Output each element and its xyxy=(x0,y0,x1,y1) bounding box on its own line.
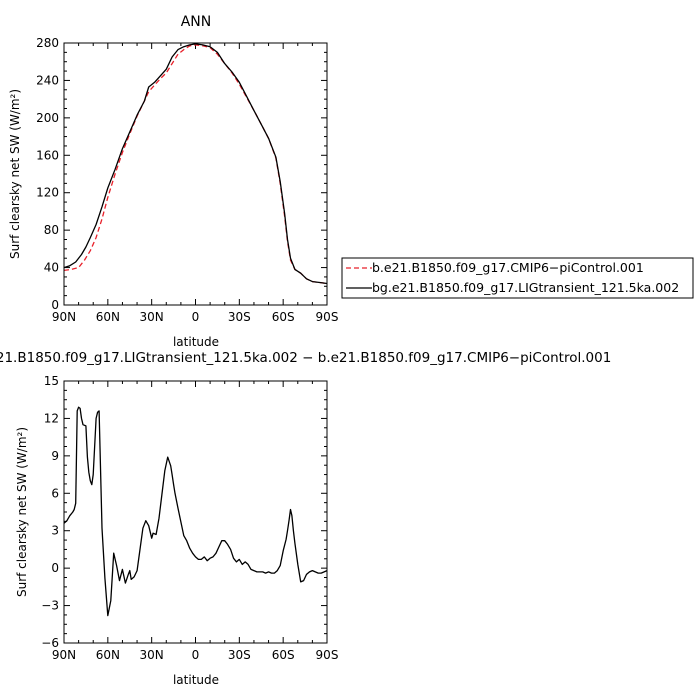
bottom-y-tick-label: −6 xyxy=(41,636,59,650)
top-y-tick-label: 120 xyxy=(36,186,59,200)
top-plot-frame xyxy=(63,42,328,306)
bottom-y-tick-label: 9 xyxy=(51,449,59,463)
bottom-y-tick-label: 0 xyxy=(51,561,59,575)
bottom-x-tick-label: 90S xyxy=(316,648,339,662)
bottom-y-tick-label: 3 xyxy=(51,524,59,538)
bottom-plot-area: 90N 60N 30N 0 30S 60S 90S −6 −3 0 3 6 9 12 15 xyxy=(41,374,338,662)
bottom-x-tick-label: 30N xyxy=(140,648,164,662)
bottom-series-line-0 xyxy=(63,406,328,617)
top-x-tick-label: 90N xyxy=(52,310,76,324)
bottom-x-tick-label: 60S xyxy=(272,648,295,662)
top-y-axis-label: Surf clearsky net SW (W/m²) xyxy=(8,89,22,259)
top-x-tick-label: 90S xyxy=(316,310,339,324)
legend-label-ligtransient: bg.e21.B1850.f09_g17.LIGtransient_121.5k… xyxy=(372,280,679,295)
top-panel: ANN 90N 60N 30N 0 30S 60S 90S 0 40 80 120 160 200 240… xyxy=(8,14,338,349)
top-y-tick-label: 240 xyxy=(36,73,59,87)
bottom-x-tick-label: 60N xyxy=(96,648,120,662)
bottom-panel: b.e21.B1850.f09_g17.LIGtransient_121.5ka… xyxy=(0,350,611,687)
top-x-tick-label: 30N xyxy=(140,310,164,324)
top-y-tick-label: 200 xyxy=(36,111,59,125)
bottom-y-axis-label: Surf clearsky net SW (W/m²) xyxy=(15,427,29,597)
top-x-tick-label: 60N xyxy=(96,310,120,324)
bottom-x-tick-label: 30S xyxy=(228,648,251,662)
legend-label-control: b.e21.B1850.f09_g17.CMIP6−piControl.001 xyxy=(372,260,644,275)
top-x-axis-label: latitude xyxy=(173,335,219,349)
bottom-x-tick-label: 0 xyxy=(192,648,200,662)
legend-box xyxy=(341,257,694,299)
bottom-y-tick-label: 12 xyxy=(44,411,59,425)
top-plot-area: 90N 60N 30N 0 30S 60S 90S 0 40 80 120 160 200 240 280 xyxy=(36,36,338,324)
bottom-y-tick-label: −3 xyxy=(41,599,59,613)
top-y-tick-label: 280 xyxy=(36,36,59,50)
top-y-tick-label: 160 xyxy=(36,148,59,162)
top-series-line-0 xyxy=(63,44,328,285)
top-y-tick-label: 80 xyxy=(44,223,59,237)
bottom-y-tick-label: 6 xyxy=(51,486,59,500)
bottom-y-tick-label: 15 xyxy=(44,374,59,388)
bottom-x-tick-label: 90N xyxy=(52,648,76,662)
top-y-tick-label: 40 xyxy=(44,261,59,275)
top-x-tick-label: 0 xyxy=(192,310,200,324)
bottom-title: b.e21.B1850.f09_g17.LIGtransient_121.5ka… xyxy=(0,350,611,366)
top-series-line-1 xyxy=(63,43,328,285)
top-y-tick-label: 0 xyxy=(51,298,59,312)
top-x-tick-label: 60S xyxy=(272,310,295,324)
bottom-plot-frame xyxy=(63,380,328,644)
legend: b.e21.B1850.f09_g17.CMIP6−piControl.001 … xyxy=(341,257,694,299)
top-x-tick-label: 30S xyxy=(228,310,251,324)
top-title: ANN xyxy=(181,14,212,30)
bottom-x-axis-label: latitude xyxy=(173,673,219,687)
